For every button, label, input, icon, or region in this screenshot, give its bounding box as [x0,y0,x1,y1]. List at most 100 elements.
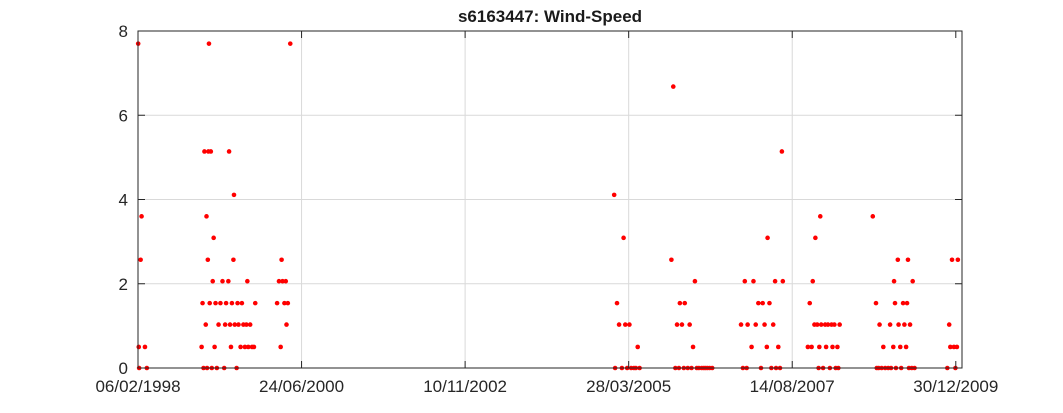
data-point [206,41,212,46]
data-point [238,344,243,350]
data-point [218,300,223,306]
data-point [229,300,235,306]
data-point [252,300,258,306]
y-tick-label: 8 [119,22,128,41]
data-point [881,344,886,350]
data-point [818,322,824,327]
data-point [616,322,622,327]
data-point [767,300,772,306]
data-point [891,278,897,284]
x-tick-label: 28/03/2005 [586,377,671,396]
data-point [635,344,641,350]
data-point [810,278,816,284]
data-point [835,344,840,350]
data-point [825,322,831,327]
data-point [904,300,910,306]
data-point [202,149,207,154]
data-point [902,322,907,327]
data-point [949,257,955,263]
data-point [770,322,776,327]
x-tick-label: 14/08/2007 [750,377,835,396]
data-point [136,344,142,350]
chart-title: s6163447: Wind-Speed [458,7,642,26]
data-point [809,344,814,350]
data-point [948,344,953,350]
data-point [284,322,289,327]
data-point [138,257,143,263]
data-point [892,300,898,306]
data-point [213,300,218,306]
data-point [830,344,835,350]
y-tick-label: 6 [119,106,128,125]
data-point [742,278,748,284]
data-point [203,322,209,327]
data-point [692,278,698,284]
data-point [142,344,148,350]
data-point [780,278,786,284]
data-point [877,322,882,327]
data-point [900,300,906,306]
data-point [236,322,241,327]
data-point [220,278,225,284]
data-point [954,344,960,350]
data-point [282,300,287,306]
x-tick-label: 10/11/2002 [423,377,507,396]
data-point [776,344,781,350]
y-tick-label: 0 [119,359,128,378]
data-point [285,300,291,306]
data-point [614,300,620,306]
data-point [669,257,674,263]
data-point [745,322,750,327]
data-point [896,322,901,327]
data-point [228,344,234,350]
data-point [205,257,211,263]
data-point [762,322,767,327]
data-point [670,84,676,89]
data-point [910,278,915,284]
x-tick-label: 30/12/2009 [913,377,998,396]
data-point [946,322,952,327]
data-point [805,344,811,350]
ticks [137,30,962,369]
data-point [807,300,813,306]
data-point [216,322,221,327]
data-point [832,322,837,327]
y-tick-labels: 0 2 4 6 8 [119,22,128,378]
data-point [870,214,876,219]
data-point [274,300,280,306]
data-point [242,344,248,350]
grid [138,31,962,368]
data-point [207,300,213,306]
data-point [817,344,822,350]
data-point [779,149,785,154]
data-point [226,278,231,284]
data-point [627,322,632,327]
data-point [690,344,696,350]
y-tick-label: 2 [119,275,128,294]
data-point [208,149,214,154]
data-point [279,257,284,263]
data-point [837,322,842,327]
data-point [231,192,237,198]
data-point [823,344,829,350]
data-point [244,322,249,327]
data-point [813,235,818,241]
data-point [611,192,617,198]
data-point [245,278,250,284]
data-point [814,322,820,327]
data-point [226,149,232,154]
data-point [891,344,896,350]
data-point [212,344,217,350]
x-tick-label: 24/06/2000 [259,377,344,396]
data-point [897,344,903,350]
x-tick-labels: 06/02/1998 24/06/2000 10/11/2002 28/03/2005… [95,377,998,396]
data-point [679,322,685,327]
data-point [200,300,205,306]
data-point [764,344,770,350]
y-tick-label: 4 [119,191,128,210]
data-point [674,322,680,327]
data-point [287,41,293,46]
x-tick-label: 06/02/1998 [95,377,180,396]
data-point [887,322,893,327]
data-point [239,300,245,306]
